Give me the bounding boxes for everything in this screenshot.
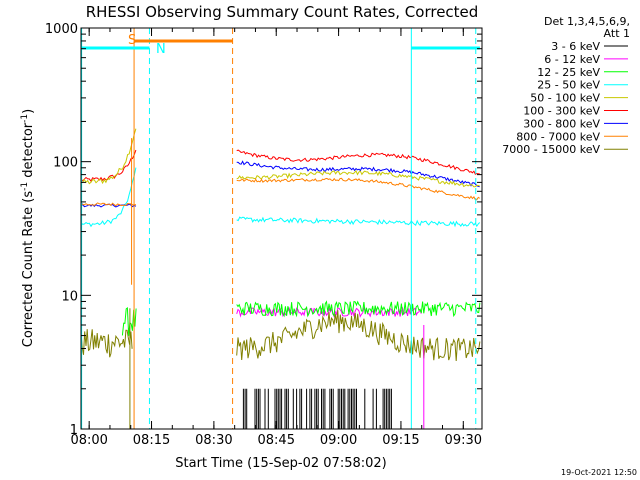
x-tick-label: 09:30 [445,433,482,448]
legend-entry: 6 - 12 keV [544,53,600,66]
y-axis-label-sup: -1 [20,182,30,191]
x-tick-label: 08:30 [195,433,232,448]
series-line-7000-15000-b [236,310,481,362]
x-tick-label: 08:15 [133,433,170,448]
legend-entry: 7000 - 15000 keV [502,143,600,156]
legend-entry: 50 - 100 keV [530,92,600,105]
chart-title: RHESSI Observing Summary Count Rates, Co… [86,3,479,21]
x-tick-label: 08:45 [258,433,295,448]
series-line-800-7000-b [236,177,480,201]
x-tick-label: 09:15 [382,433,419,448]
legend-header-2: Att 1 [604,27,630,40]
series-line-25-50 [80,167,137,228]
x-axis-label: Start Time (15-Sep-02 07:58:02) [175,456,386,471]
y-tick-label: 1 [70,423,78,438]
y-axis-label: Corrected Count Rate (s-1 detector-1) [20,109,36,347]
series-line-300-800-b [236,160,480,188]
y-tick-label: 10 [61,289,78,304]
y-axis-label-end: ) [21,109,36,114]
plot-frame [80,27,483,430]
legend-entry: 300 - 800 keV [523,117,600,130]
series-line-7000-15000 [80,329,133,358]
y-tick-label: 1000 [45,22,78,37]
series-line-6-12-b [236,306,422,318]
annotation-s: S [128,33,136,48]
legend-entry: 12 - 25 keV [537,66,600,79]
series-line-25-50-b [236,216,481,228]
legend-header: Det 1,3,4,5,6,9, [544,15,630,28]
legend-entry: 3 - 6 keV [551,40,600,53]
legend-entry: 800 - 7000 keV [516,130,600,143]
x-tick-label: 08:00 [70,433,107,448]
series-line-800-7000 [80,202,137,207]
y-axis-label-sup2: -1 [20,114,30,123]
legend-entry: 100 - 300 keV [523,105,600,118]
footer-timestamp: 19-Oct-2021 12:50 [561,468,637,477]
series-line-12-25-b [236,300,481,318]
series-line-100-300 [80,149,137,183]
annotation-n: N [156,42,166,57]
y-tick-label: 100 [53,156,78,171]
series-line-50-100 [80,128,137,185]
x-tick-label: 09:00 [320,433,357,448]
series-line-50-100-b [236,169,480,188]
legend-entry: 25 - 50 keV [537,79,600,92]
y-axis-label-mid: detector [21,122,36,182]
series-line-100-300-b [236,149,480,175]
y-axis-label-main: Corrected Count Rate (s [21,191,36,348]
